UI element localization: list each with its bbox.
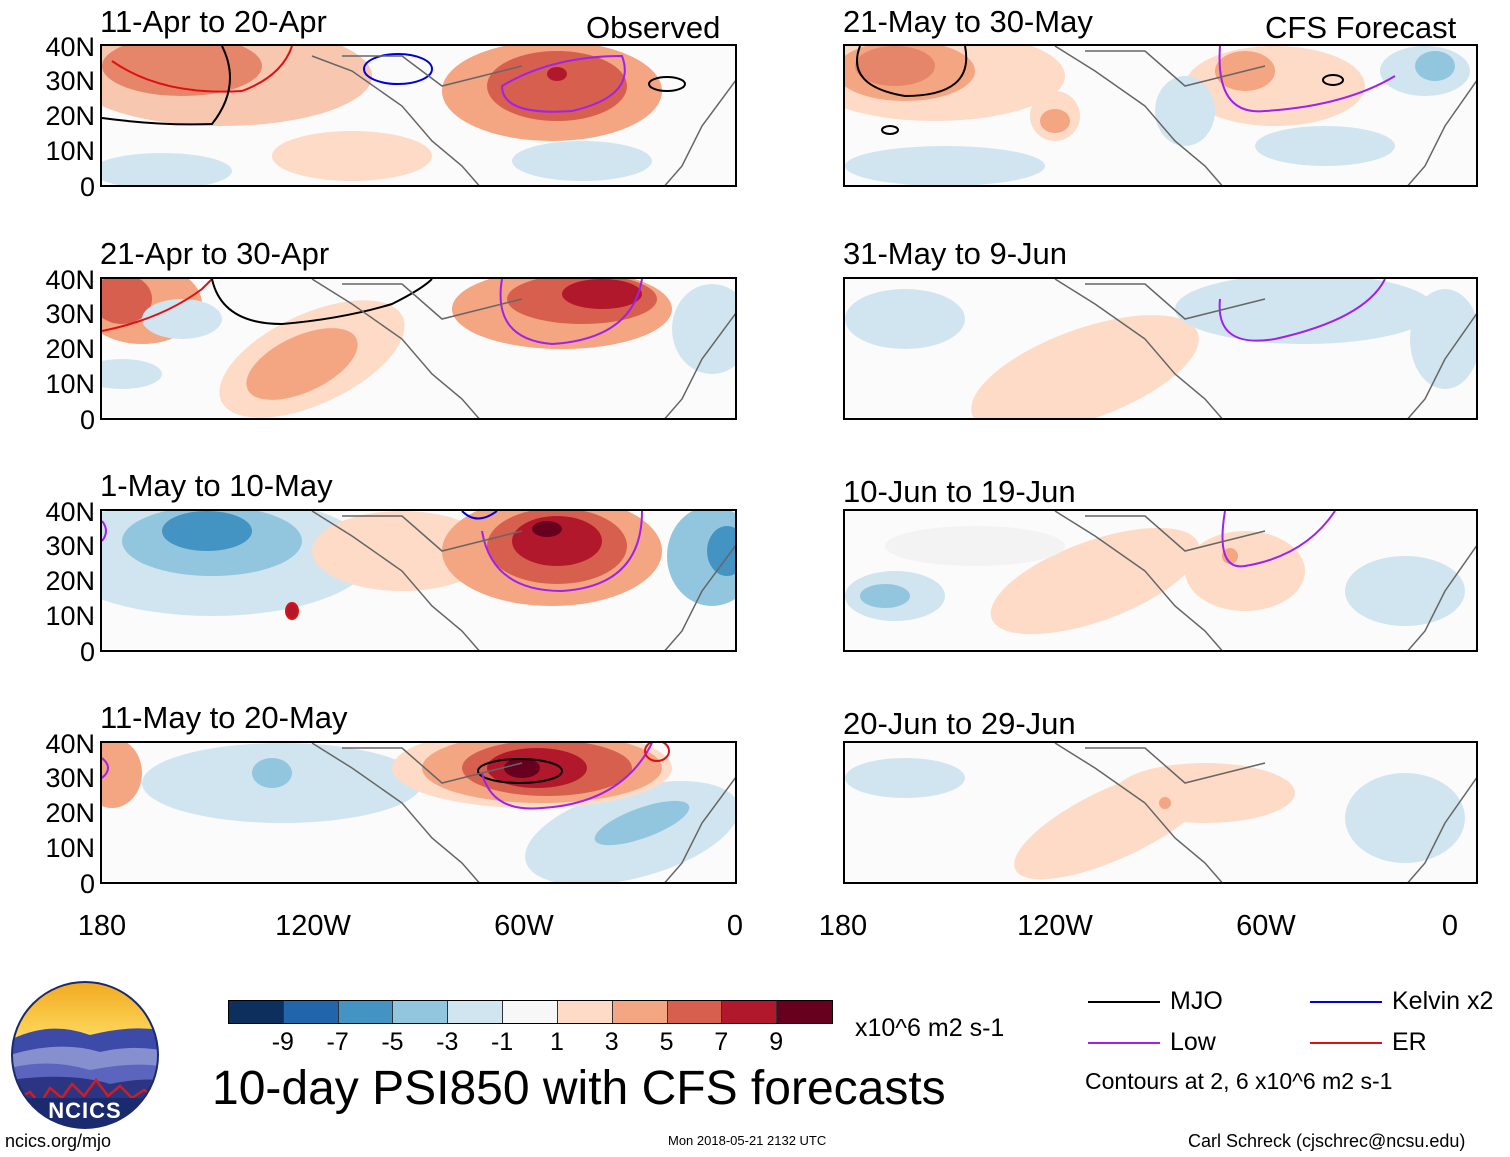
lon-label: 0 <box>726 910 744 942</box>
contours-note: Contours at 2, 6 x10^6 m2 s-1 <box>1085 1068 1393 1094</box>
colorbar-cell <box>667 1001 723 1023</box>
map-fcst-4-graphic <box>845 743 1476 882</box>
colorbar-tick-label: -5 <box>381 1028 404 1056</box>
legend-er-label: ER <box>1392 1028 1427 1056</box>
footer-author: Carl Schreck (cjschrec@ncsu.edu) <box>1188 1131 1466 1151</box>
lat-label: 20N <box>45 566 95 596</box>
map-fcst-1 <box>843 44 1478 187</box>
lat-label: 40N <box>45 497 95 527</box>
map-obs-2-graphic <box>102 279 735 418</box>
panel-title-obs-4: 11-May to 20-May <box>100 700 348 735</box>
lat-label: 40N <box>45 729 95 759</box>
lat-label: 10N <box>45 833 95 863</box>
colorbar-cell <box>229 1001 284 1023</box>
colorbar-tick-label: 1 <box>549 1028 564 1056</box>
colorbar-cell <box>448 1001 504 1023</box>
colorbar-cell <box>557 1001 613 1023</box>
colorbar-cell <box>722 1001 778 1023</box>
map-obs-2 <box>100 277 737 420</box>
panel-title-obs-3: 1-May to 10-May <box>100 468 333 503</box>
colorbar-labels: -9 -7 -5 -3 -1 1 3 5 7 9 <box>228 1030 833 1060</box>
colorbar-tick-label: -9 <box>271 1028 294 1056</box>
lat-label: 20N <box>45 798 95 828</box>
legend-kelvin-line <box>1310 1001 1382 1003</box>
map-fcst-1-graphic <box>845 46 1476 185</box>
lon-label: 60W <box>494 910 554 942</box>
map-obs-3-graphic <box>102 511 735 650</box>
colorbar-tick-label: 3 <box>604 1028 619 1056</box>
colorbar-tick-label: 9 <box>769 1028 784 1056</box>
ncics-logo-text: NCICS <box>48 1098 122 1123</box>
map-obs-1-graphic <box>102 46 735 185</box>
footer-url: ncics.org/mjo <box>5 1131 112 1151</box>
footer-timestamp: Mon 2018-05-21 2132 UTC <box>668 1133 827 1148</box>
lat-label: 30N <box>45 299 95 329</box>
map-fcst-2-graphic <box>845 279 1476 418</box>
colorbar-cell <box>612 1001 668 1023</box>
colorbar-cell <box>338 1001 394 1023</box>
cfs-forecast-label: CFS Forecast <box>1265 10 1457 45</box>
colorbar-cell <box>503 1001 558 1023</box>
lat-label: 40N <box>45 265 95 295</box>
colorbar-tick-label: 5 <box>659 1028 674 1056</box>
map-obs-3 <box>100 509 737 652</box>
map-obs-1 <box>100 44 737 187</box>
panel-title-obs-2: 21-Apr to 30-Apr <box>100 236 330 271</box>
colorbar-tick-label: -3 <box>436 1028 459 1056</box>
lat-label: 20N <box>45 101 95 131</box>
colorbar-cell <box>283 1001 339 1023</box>
lat-label: 0 <box>79 869 95 899</box>
lat-label: 30N <box>45 763 95 793</box>
map-fcst-3-graphic <box>845 511 1476 650</box>
legend-kelvin-label: Kelvin x2 <box>1392 987 1494 1015</box>
lat-label: 0 <box>79 172 95 202</box>
map-fcst-3 <box>843 509 1478 652</box>
lon-label: 60W <box>1236 910 1296 942</box>
panel-title-fcst-1: 21-May to 30-May <box>843 4 1093 39</box>
lat-label: 20N <box>45 334 95 364</box>
panel-title-fcst-2: 31-May to 9-Jun <box>843 236 1067 271</box>
legend-low-label: Low <box>1170 1028 1216 1056</box>
colorbar-cell <box>393 1001 449 1023</box>
ncics-logo: NCICS <box>10 980 160 1130</box>
panel-title-obs-1: 11-Apr to 20-Apr <box>100 4 327 39</box>
lat-label: 10N <box>45 369 95 399</box>
lat-label: 10N <box>45 136 95 166</box>
lat-label: 40N <box>45 32 95 62</box>
legend-er-line <box>1310 1042 1382 1044</box>
map-obs-4-graphic <box>102 743 735 882</box>
lat-label: 0 <box>79 637 95 667</box>
colorbar-units: x10^6 m2 s-1 <box>855 1014 1005 1042</box>
observed-label: Observed <box>586 10 721 45</box>
lat-label: 30N <box>45 66 95 96</box>
colorbar-cell <box>777 1001 832 1023</box>
lon-label: 180 <box>77 910 127 942</box>
lat-label: 0 <box>79 405 95 435</box>
map-obs-4 <box>100 741 737 884</box>
lat-label: 30N <box>45 531 95 561</box>
legend-low-line <box>1088 1042 1160 1044</box>
colorbar <box>228 1000 833 1024</box>
ncics-logo-graphic <box>11 981 159 1129</box>
legend-mjo-line <box>1088 1001 1160 1003</box>
lon-label: 180 <box>818 910 868 942</box>
legend-mjo-label: MJO <box>1170 987 1223 1015</box>
lat-label: 10N <box>45 601 95 631</box>
map-fcst-2 <box>843 277 1478 420</box>
map-fcst-4 <box>843 741 1478 884</box>
panel-title-fcst-3: 10-Jun to 19-Jun <box>843 474 1076 509</box>
panel-title-fcst-4: 20-Jun to 29-Jun <box>843 706 1076 741</box>
colorbar-tick-label: -1 <box>490 1028 514 1056</box>
main-title: 10-day PSI850 with CFS forecasts <box>212 1062 946 1115</box>
lon-label: 0 <box>1441 910 1459 942</box>
lon-label: 120W <box>1017 910 1093 942</box>
colorbar-tick-label: 7 <box>714 1028 729 1056</box>
colorbar-tick-label: -7 <box>326 1028 349 1056</box>
lon-label: 120W <box>275 910 351 942</box>
